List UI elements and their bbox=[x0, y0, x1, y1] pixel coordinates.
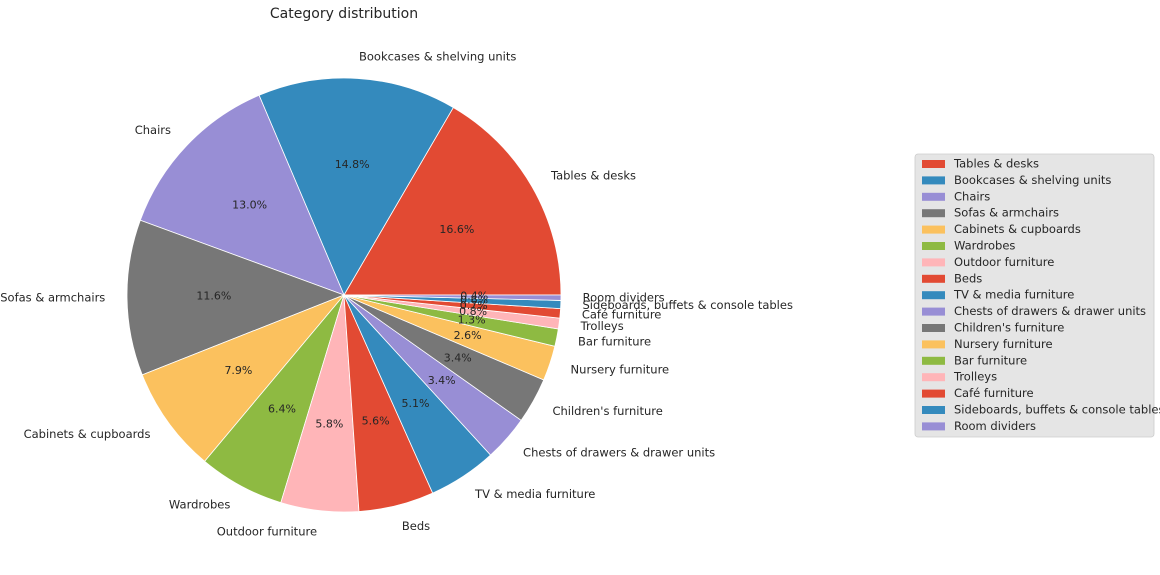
slice-label-tv-media-furniture: TV & media furniture bbox=[474, 487, 595, 501]
percent-label-tables-desks: 16.6% bbox=[439, 223, 474, 236]
legend-swatch-outdoor-furniture bbox=[922, 258, 945, 267]
slice-label-tables-desks: Tables & desks bbox=[550, 169, 636, 183]
legend-swatch-beds bbox=[922, 274, 945, 283]
legend-label-beds: Beds bbox=[954, 271, 982, 285]
percent-label-caf-furniture: 0.7% bbox=[460, 299, 488, 312]
legend-swatch-cabinets-cupboards bbox=[922, 225, 945, 234]
legend-label-chests-of-drawers-drawer-units: Chests of drawers & drawer units bbox=[954, 304, 1146, 318]
legend-label-tables-desks: Tables & desks bbox=[953, 157, 1039, 171]
slice-label-nursery-furniture: Nursery furniture bbox=[571, 363, 670, 377]
slice-label-cabinets-cupboards: Cabinets & cupboards bbox=[24, 427, 151, 441]
slice-label-bar-furniture: Bar furniture bbox=[578, 334, 651, 348]
slice-label-caf-furniture: Café furniture bbox=[582, 308, 662, 322]
percent-label-beds: 5.6% bbox=[362, 414, 390, 427]
percent-label-room-dividers: 0.4% bbox=[460, 290, 488, 303]
legend-label-chairs: Chairs bbox=[954, 189, 990, 203]
percent-label-bookcases-shelving-units: 14.8% bbox=[335, 158, 370, 171]
legend-swatch-trolleys bbox=[922, 373, 945, 382]
pie-slice-chairs bbox=[139, 94, 345, 296]
percent-labels: 16.6% 14.8% 13.0% 11.6% 7.9% 6.4% 5.8% 5.6% 5.1%… bbox=[196, 158, 488, 430]
slice-label-chairs: Chairs bbox=[135, 123, 171, 137]
percent-label-tv-media-furniture: 5.1% bbox=[402, 397, 430, 410]
slice-label-wardrobes: Wardrobes bbox=[169, 497, 230, 511]
legend-label-room-dividers: Room dividers bbox=[954, 419, 1036, 433]
pie-slice-sofas-armchairs bbox=[126, 219, 346, 376]
legend-swatch-chests-of-drawers-drawer-units bbox=[922, 307, 945, 316]
slice-label-sofas-armchairs: Sofas & armchairs bbox=[0, 290, 105, 304]
pie-slice-cabinets-cupboards bbox=[141, 294, 345, 462]
legend-label-sideboards-buffets-console-tables: Sideboards, buffets & console tables bbox=[954, 403, 1160, 417]
percent-label-children-s-furniture: 3.4% bbox=[444, 351, 472, 364]
legend-swatch-tables-desks bbox=[922, 160, 945, 168]
legend-label-tv-media-furniture: TV & media furniture bbox=[953, 288, 1074, 302]
legend: Tables & desks Bookcases & shelving units… bbox=[914, 153, 1160, 438]
pie-slices bbox=[126, 77, 562, 513]
legend-swatch-bookcases-shelving-units bbox=[922, 176, 945, 185]
slice-label-children-s-furniture: Children's furniture bbox=[552, 404, 662, 418]
pie-slice-room-dividers bbox=[343, 294, 562, 301]
percent-label-outdoor-furniture: 5.8% bbox=[315, 417, 343, 430]
percent-label-chests-of-drawers-drawer-units: 3.4% bbox=[428, 374, 456, 387]
legend-swatch-wardrobes bbox=[922, 242, 945, 250]
percent-label-chairs: 13.0% bbox=[232, 198, 267, 211]
legend-box bbox=[914, 153, 1155, 438]
legend-swatch-chairs bbox=[922, 192, 945, 201]
pie-slice-tables-desks bbox=[343, 106, 562, 296]
slice-label-beds: Beds bbox=[402, 519, 430, 533]
legend-swatch-room-dividers bbox=[922, 422, 945, 431]
legend-label-trolleys: Trolleys bbox=[953, 370, 997, 384]
legend-label-bookcases-shelving-units: Bookcases & shelving units bbox=[954, 173, 1111, 187]
pie-slice-bookcases-shelving-units bbox=[258, 77, 454, 296]
slice-label-trolleys: Trolleys bbox=[580, 319, 624, 333]
slice-labels: Tables & desks Bookcases & shelving units… bbox=[0, 49, 793, 538]
legend-label-outdoor-furniture: Outdoor furniture bbox=[954, 255, 1054, 269]
legend-swatch-bar-furniture bbox=[922, 356, 945, 365]
slice-label-outdoor-furniture: Outdoor furniture bbox=[217, 525, 317, 539]
legend-label-sofas-armchairs: Sofas & armchairs bbox=[954, 206, 1059, 220]
legend-swatch-tv-media-furniture bbox=[922, 291, 945, 300]
slice-label-room-dividers: Room dividers bbox=[583, 290, 665, 304]
legend-label-nursery-furniture: Nursery furniture bbox=[954, 337, 1053, 351]
percent-label-sofas-armchairs: 11.6% bbox=[196, 290, 231, 303]
percent-label-cabinets-cupboards: 7.9% bbox=[224, 364, 252, 377]
slice-label-sideboards-buffets-console-tables: Sideboards, buffets & console tables bbox=[582, 298, 792, 312]
percent-label-wardrobes: 6.4% bbox=[268, 402, 296, 415]
legend-label-wardrobes: Wardrobes bbox=[954, 239, 1015, 253]
percent-label-trolleys: 0.8% bbox=[459, 305, 487, 318]
chart-title: Category distribution bbox=[270, 6, 418, 22]
legend-swatch-caf-furniture bbox=[922, 389, 945, 398]
legend-items: Tables & desks Bookcases & shelving units… bbox=[922, 157, 1160, 433]
legend-label-cabinets-cupboards: Cabinets & cupboards bbox=[954, 222, 1081, 236]
legend-label-children-s-furniture: Children's furniture bbox=[954, 321, 1064, 335]
legend-swatch-sofas-armchairs bbox=[922, 209, 945, 218]
slice-label-bookcases-shelving-units: Bookcases & shelving units bbox=[359, 49, 516, 63]
percent-label-bar-furniture: 1.3% bbox=[458, 314, 486, 327]
percent-label-sideboards-buffets-console-tables: 0.6% bbox=[460, 294, 488, 307]
legend-swatch-nursery-furniture bbox=[922, 340, 945, 349]
percent-label-nursery-furniture: 2.6% bbox=[454, 329, 482, 342]
legend-label-bar-furniture: Bar furniture bbox=[954, 353, 1027, 367]
slice-label-chests-of-drawers-drawer-units: Chests of drawers & drawer units bbox=[523, 445, 715, 459]
legend-swatch-sideboards-buffets-console-tables bbox=[922, 406, 945, 414]
legend-label-caf-furniture: Café furniture bbox=[954, 386, 1034, 400]
legend-swatch-children-s-furniture bbox=[922, 324, 945, 332]
